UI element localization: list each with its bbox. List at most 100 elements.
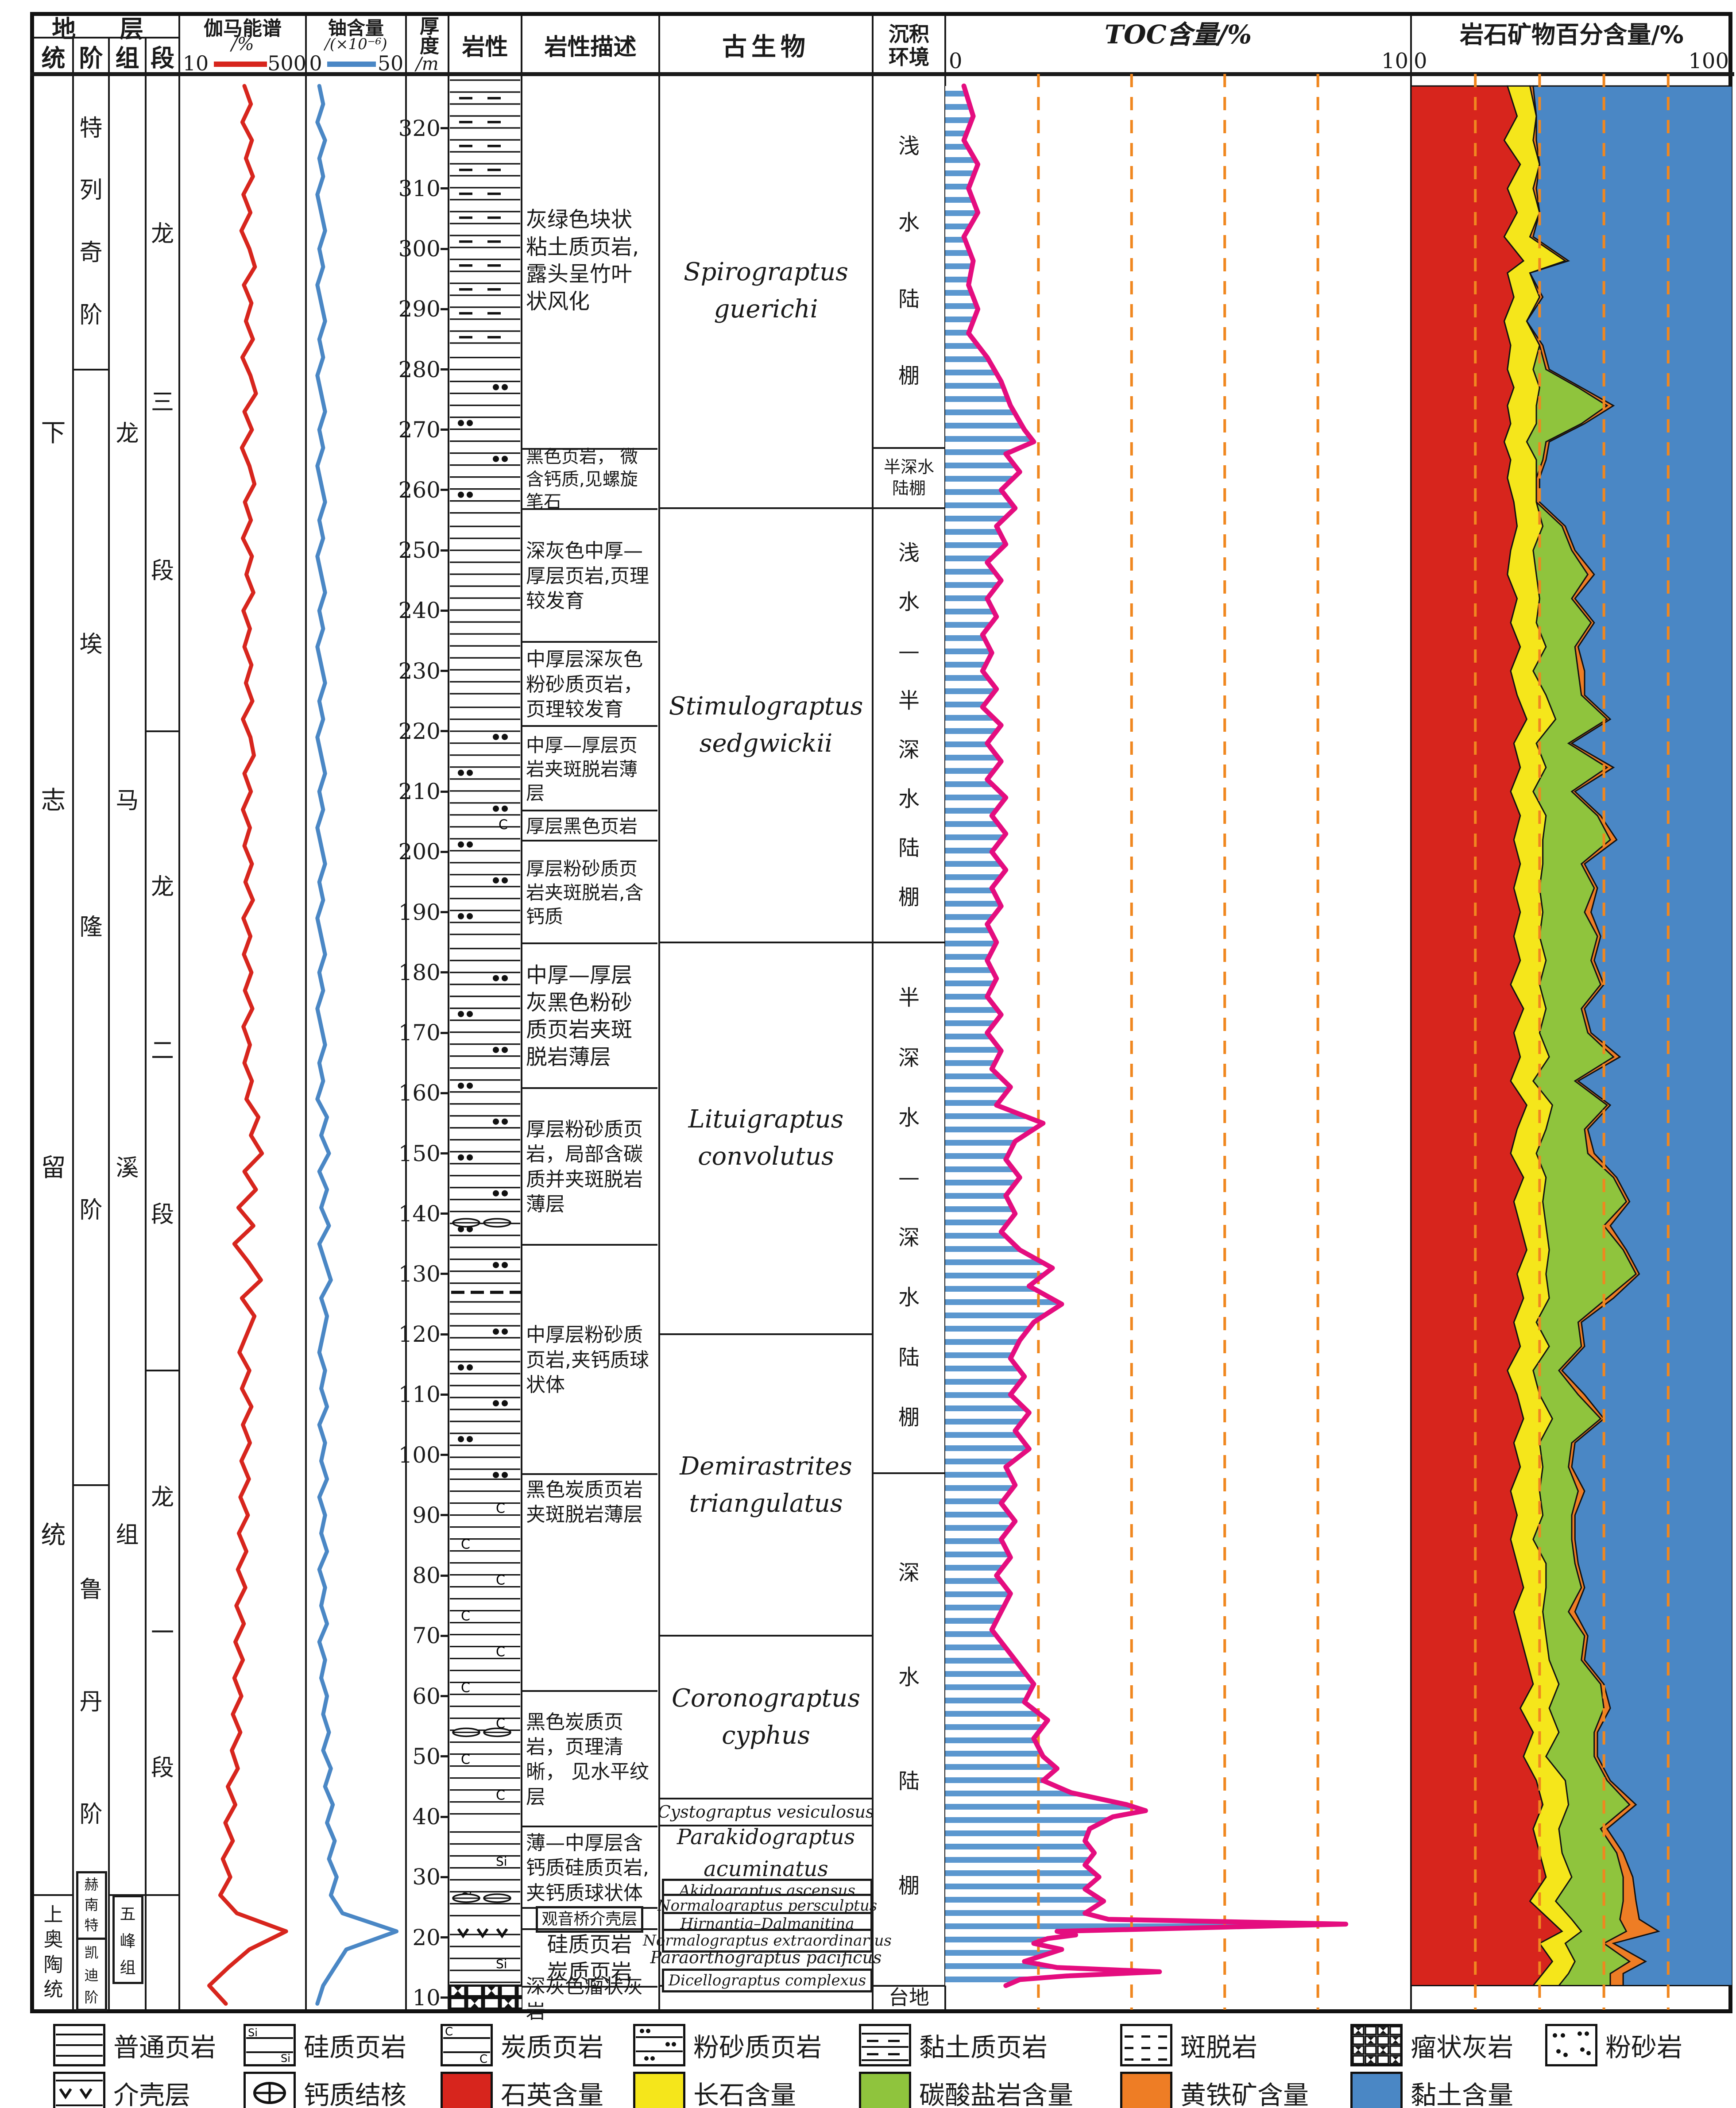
depth-tick-label: 30 <box>412 1864 441 1890</box>
gamma-scale-line <box>214 62 267 67</box>
paleo-zone-2: Lituigraptus convolutus <box>688 1105 844 1171</box>
depth-tick <box>441 127 448 130</box>
legend-label-r2-2: 石英含量 <box>501 2080 604 2108</box>
stage-label-0: 特列奇阶 <box>79 115 103 328</box>
header-environment: 沉积 环境 <box>873 15 945 74</box>
depth-tick <box>441 609 448 612</box>
paleo-zone-5: Cystograptus vesiculosus <box>657 1802 874 1822</box>
depth-tick <box>441 911 448 914</box>
svg-text:C: C <box>461 1609 470 1624</box>
legend-label-6: 瘤状灰岩 <box>1411 2032 1514 2062</box>
legend-label-r2-0: 介壳层 <box>113 2080 191 2108</box>
depth-tick <box>441 1936 448 1939</box>
description-12: 薄—中厚层含钙质硅质页岩,夹钙质球状体 <box>522 1826 657 1909</box>
header-description: 岩性描述 <box>544 34 637 61</box>
depth-tick-label: 250 <box>398 537 441 564</box>
mineral-stacked-area-chart <box>1411 74 1732 2010</box>
environment-label-1: 半深水 陆棚 <box>883 457 934 498</box>
description-5: 厚层黑色页岩 <box>522 810 657 842</box>
uranium-curve-chart <box>315 84 399 2006</box>
legend-swatch-bentonite <box>1120 2024 1172 2066</box>
paleo-zone-3: Demirastrites triangulatus <box>680 1452 852 1518</box>
depth-tick <box>441 308 448 310</box>
svg-text:C: C <box>496 1788 505 1803</box>
paleo-zone-boundary <box>659 1798 873 1800</box>
legend-swatch-siliceous: Si Si <box>244 2024 296 2066</box>
paleo-zone-boundary <box>659 1333 873 1336</box>
body-column-divider <box>108 74 110 2010</box>
depth-tick-label: 240 <box>398 598 441 624</box>
depth-tick <box>441 549 448 552</box>
depth-tick-label: 20 <box>412 1924 441 1950</box>
header-divider <box>1410 15 1412 74</box>
description-10: 黑色炭质页岩夹斑脱岩薄层 <box>522 1473 657 1692</box>
depth-tick-label: 140 <box>398 1201 441 1227</box>
svg-text:C: C <box>461 1680 470 1696</box>
environment-boundary <box>873 941 945 943</box>
svg-text:C: C <box>461 1752 470 1768</box>
depth-tick-label: 130 <box>398 1261 441 1287</box>
header-toc-max: 10 <box>1381 49 1408 73</box>
depth-tick-label: 160 <box>398 1080 441 1106</box>
header-gamma-min: 10 <box>182 51 209 75</box>
legend-label-r2-3: 长石含量 <box>693 2080 796 2108</box>
toc-area-chart <box>945 74 1349 2010</box>
depth-tick-label: 100 <box>398 1442 441 1468</box>
svg-text:C: C <box>496 1645 505 1660</box>
legend-label-r2-5: 黄铁矿含量 <box>1180 2080 1309 2108</box>
depth-tick <box>441 429 448 431</box>
svg-text:C: C <box>499 817 508 833</box>
header-col-formation: 组 <box>115 44 139 72</box>
depth-tick-label: 60 <box>412 1683 441 1709</box>
body-column-divider <box>305 74 307 2010</box>
paleo-zone-4: Coronograptus cyphus <box>672 1684 860 1750</box>
depth-tick <box>441 1393 448 1396</box>
environment-boundary <box>873 1984 945 1987</box>
body-column-divider <box>145 74 147 2010</box>
header-divider <box>872 15 874 74</box>
header-minerals-title: 岩石矿物百分含量/% <box>1460 20 1684 49</box>
header-minerals: 岩石矿物百分含量/% 0 100 <box>1411 15 1732 74</box>
depth-tick-label: 320 <box>398 115 441 141</box>
paleo-zone-boundary <box>659 1635 873 1637</box>
header-depth-title: 厚度 <box>416 16 439 55</box>
environment-label-5: 台地 <box>889 1985 929 2009</box>
header-uranium-title: 铀含量 <box>328 17 384 39</box>
depth-tick <box>441 1574 448 1577</box>
header-divider <box>145 38 147 74</box>
formation-bracket-label: 五峰组 <box>112 1895 143 1984</box>
environment-label-4: 深水陆棚 <box>898 1560 920 1898</box>
depth-tick <box>441 1514 448 1517</box>
header-bottom-line <box>30 72 1734 76</box>
description-9: 中厚层粉砂质页岩,夹钙质球状体 <box>522 1243 657 1475</box>
depth-tick-label: 190 <box>398 899 441 925</box>
depth-tick <box>441 1092 448 1094</box>
depth-tick-label: 210 <box>398 779 441 805</box>
environment-boundary <box>873 507 945 509</box>
body-column-divider <box>658 74 660 2010</box>
stage-boundary <box>73 368 109 371</box>
header-gamma-unit: /% <box>231 34 254 54</box>
depth-tick <box>441 1755 448 1758</box>
description-14: 硅质页岩 炭质页岩 <box>522 1928 657 1987</box>
depth-tick-label: 200 <box>398 839 441 865</box>
member-label-2: 龙一段 <box>151 1484 174 1781</box>
svg-text:C: C <box>461 1537 470 1552</box>
header-toc-title: TOC含量/% <box>1104 19 1252 50</box>
header-gamma-title: 伽马能谱 <box>204 17 282 40</box>
depth-tick <box>441 1273 448 1275</box>
header-uranium-max: 50 <box>377 51 404 75</box>
description-3: 中厚层深灰色粉砂质页岩，页理较发育 <box>522 641 657 727</box>
description-15: 深灰色瘤状灰岩 <box>522 1975 657 2023</box>
description-1: 黑色页岩， 微含钙质,见螺旋笔石 <box>522 447 657 512</box>
legend-label-r2-1: 钙质结核 <box>304 2080 407 2108</box>
description-0: 灰绿色块状粘土质页岩,露头呈竹叶状风化 <box>526 207 639 314</box>
stage-bracket-label: 凯迪阶 <box>76 1937 107 2011</box>
environment-label-0: 浅水陆棚 <box>898 133 920 388</box>
legend-swatch-nodule <box>244 2072 296 2108</box>
paleo-zone-0: Spirograptus guerichi <box>684 258 848 324</box>
stage-boundary <box>73 1484 109 1486</box>
body-column-divider <box>405 74 407 2010</box>
paleo-zone-boundary <box>659 941 873 943</box>
